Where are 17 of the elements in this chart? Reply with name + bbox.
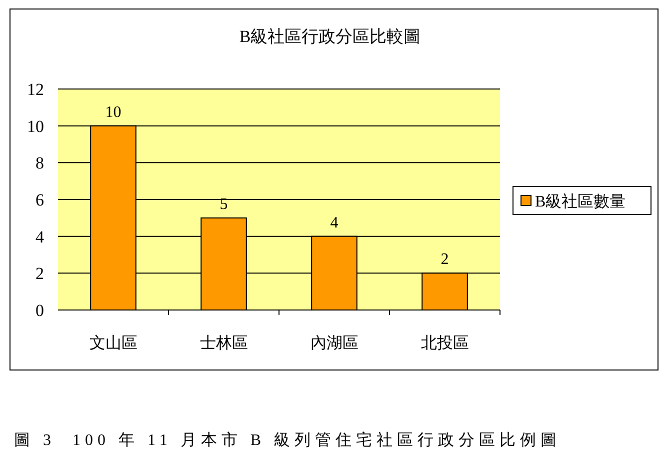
legend-label: B級社區數量 (535, 192, 626, 210)
x-tick-label: 北投區 (420, 334, 469, 352)
y-tick-label: 12 (27, 80, 44, 99)
caption: 圖 3 100 年 11 月本市 B 級列管住宅社區行政分區比例圖 (14, 431, 562, 449)
x-tick-label: 士林區 (200, 334, 248, 352)
data-label: 4 (330, 214, 338, 232)
y-tick-label: 8 (36, 154, 44, 173)
y-tick-label: 6 (36, 190, 44, 210)
x-tick-label: 內湖區 (310, 334, 358, 352)
y-tick-label: 0 (36, 301, 44, 320)
y-tick-label: 10 (27, 116, 44, 136)
data-label: 2 (440, 251, 449, 268)
x-tick-label: 文山區 (89, 334, 138, 352)
chart-title: B級社區行政分區比較圖 (239, 27, 421, 46)
y-tick-label: 4 (36, 227, 44, 246)
y-tick-label: 2 (36, 264, 44, 284)
data-label: 10 (105, 104, 122, 121)
